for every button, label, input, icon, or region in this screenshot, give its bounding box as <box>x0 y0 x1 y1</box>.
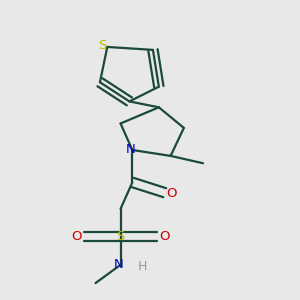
Text: O: O <box>160 230 170 243</box>
Text: O: O <box>71 230 82 243</box>
Text: N: N <box>113 258 123 271</box>
Text: H: H <box>138 260 147 273</box>
Text: S: S <box>116 230 125 243</box>
Text: N: N <box>126 142 136 156</box>
Text: O: O <box>166 187 176 200</box>
Text: S: S <box>98 39 106 52</box>
